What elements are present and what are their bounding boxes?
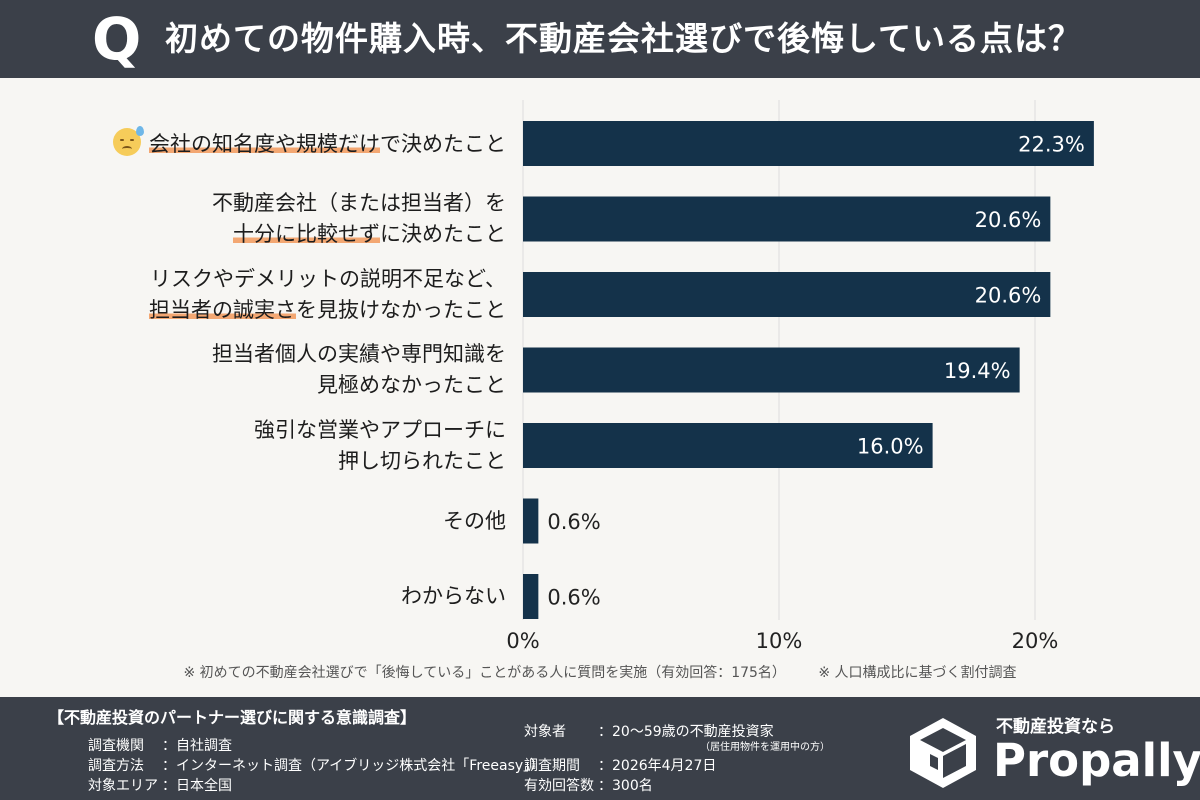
- category-label-line: 不動産会社（または担当者）を: [212, 191, 506, 215]
- x-tick-label: 20%: [1012, 629, 1059, 653]
- highlight-phrase: 十分に比較せず: [233, 222, 380, 246]
- x-tick-label: 10%: [756, 629, 803, 653]
- category-label-line: 担当者の誠実さを見抜けなかったこと: [149, 297, 506, 322]
- category-label-line: 十分に比較せずに決めたこと: [233, 222, 506, 246]
- brand-name: Propally: [993, 734, 1200, 787]
- footer: 【不動産投資のパートナー選びに関する意識調査】 調査機関 ：自社調査 調査方法 ：イ…: [0, 697, 1200, 800]
- category-label: 不動産会社（または担当者）を十分に比較せずに決めたこと: [212, 188, 506, 250]
- brand-tagline: 不動産投資なら: [996, 717, 1115, 737]
- category-label-line: 強引な営業やアプローチに: [254, 417, 506, 442]
- category-label-line: 担当者個人の実績や専門知識を: [212, 342, 506, 366]
- data-label: 20.6%: [975, 284, 1042, 308]
- x-tick-label: 0%: [506, 629, 539, 653]
- category-label: リスクやデメリットの説明不足など、 担当者の誠実さを見抜けなかったこと: [149, 264, 506, 326]
- category-label: わからない: [401, 581, 506, 612]
- bar: [523, 347, 1020, 393]
- propally-cube-logo-icon: [910, 718, 976, 788]
- bar: [523, 196, 1051, 242]
- q-mark: Q: [92, 5, 142, 73]
- bar: [523, 423, 933, 468]
- brand-logo: 不動産投資なら Propally: [908, 712, 1200, 792]
- category-label-line: その他: [443, 508, 506, 533]
- target-sub-note: （居住用物件を運用中の方）: [700, 742, 830, 753]
- note-allocation: ※ 人口構成比に基づく割付調査: [818, 665, 1017, 681]
- footer-row-responses: 有効回答数 ：300名: [524, 778, 653, 794]
- survey-notes: ※ 初めての不動産会社選びで「後悔している」ことがある人に質問を実施（有効回答：…: [0, 662, 1200, 682]
- chart-svg: 0% 10% 20% 22.3% 20.6% 20.6% 19.4% 16.0% 0.6% 0.6…: [506, 100, 1094, 653]
- highlight-phrase: 会社の知名度や規模だけ: [149, 132, 380, 156]
- bar: [523, 498, 539, 544]
- sweat-face-icon: [113, 126, 144, 156]
- category-label-line: わからない: [401, 584, 506, 608]
- footer-row-method: 調査方法 ：インターネット調査（アイブリッジ株式会社「Freeasy」）: [88, 758, 545, 774]
- header-bar: Q 初めての物件購入時、不動産会社選びで後悔している点は？: [0, 0, 1200, 78]
- page-title: 初めての物件購入時、不動産会社選びで後悔している点は？: [165, 19, 1083, 58]
- category-label-line: 見極めなかったこと: [317, 373, 506, 397]
- footer-row-organization: 調査機関 ：自社調査: [88, 738, 232, 754]
- footer-row-period: 調査期間 ：2026年4月27日: [524, 758, 717, 774]
- bar: [523, 272, 1051, 317]
- bar: [523, 574, 539, 619]
- data-label: 19.4%: [944, 359, 1011, 383]
- footer-row-area: 対象エリア ：日本全国: [88, 778, 232, 794]
- category-label: その他: [443, 506, 506, 537]
- category-label-line: 押し切られたこと: [338, 448, 506, 473]
- category-label: 会社の知名度や規模だけで決めたこと: [113, 126, 506, 160]
- survey-title: 【不動産投資のパートナー選びに関する意識調査】: [48, 708, 417, 727]
- data-label: 0.6%: [547, 510, 600, 534]
- data-label: 0.6%: [547, 586, 600, 610]
- data-label: 22.3%: [1018, 133, 1085, 157]
- footer-row-target: 対象者 ：20〜59歳の不動産投資家: [524, 724, 774, 740]
- note-respondents: ※ 初めての不動産会社選びで「後悔している」ことがある人に質問を実施（有効回答：…: [183, 665, 786, 681]
- bar-chart: 0% 10% 20% 22.3% 20.6% 20.6% 19.4% 16.0% 0.6% 0.6…: [0, 80, 1200, 660]
- data-label: 20.6%: [975, 208, 1042, 232]
- category-label-line: 会社の知名度や規模だけで決めたこと: [113, 126, 506, 160]
- data-label: 16.0%: [857, 435, 924, 459]
- category-label: 担当者個人の実績や専門知識を見極めなかったこと: [212, 339, 506, 401]
- category-label: 強引な営業やアプローチに押し切られたこと: [254, 415, 506, 477]
- bar: [523, 121, 1094, 166]
- category-label-line: リスクやデメリットの説明不足など、: [150, 266, 506, 291]
- highlight-phrase: 担当者の誠実さ: [149, 297, 296, 322]
